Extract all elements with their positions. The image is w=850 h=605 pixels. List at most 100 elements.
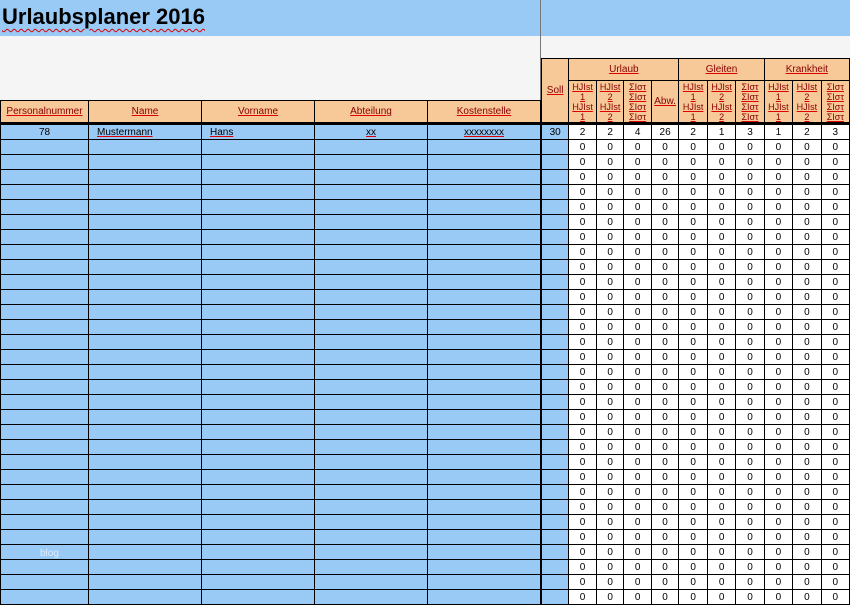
cell-value[interactable]: 0 [735,319,765,335]
cell-kostenstelle[interactable]: xxxxxxxx [427,122,541,140]
cell-value[interactable]: 0 [678,469,708,485]
cell-empty[interactable] [427,244,541,260]
cell-soll[interactable]: 30 [540,122,570,140]
cell-value[interactable]: 0 [792,139,822,155]
subheader-h2[interactable]: HJIst 2 HJIst 2 [706,80,737,124]
cell-empty[interactable] [0,499,89,515]
cell-value[interactable]: 0 [623,199,652,215]
cell-soll[interactable] [540,214,570,230]
cell-value[interactable]: 0 [623,484,652,500]
cell-value[interactable]: 0 [706,289,737,305]
cell-empty[interactable] [201,274,315,290]
cell-value[interactable]: 0 [706,424,737,440]
cell-empty[interactable] [314,169,428,185]
cell-value[interactable]: 0 [568,424,597,440]
cell-value[interactable]: 0 [706,574,737,590]
cell-empty[interactable] [201,214,315,230]
subheader-h1[interactable]: HJIst 1 HJIst 1 [763,80,794,124]
cell-value[interactable]: 0 [650,154,680,170]
cell-value[interactable]: 0 [568,169,597,185]
cell-value[interactable]: 0 [595,454,625,470]
group-krankheit[interactable]: Krankheit [763,58,850,81]
cell-value[interactable]: 0 [595,589,625,605]
cell-value[interactable]: 0 [650,499,680,515]
cell-value[interactable]: 2 [678,122,708,140]
cell-empty[interactable] [427,559,541,575]
cell-empty[interactable] [201,379,315,395]
cell-soll[interactable] [540,484,570,500]
cell-value[interactable]: 0 [735,499,765,515]
cell-empty[interactable] [201,454,315,470]
cell-value[interactable]: 0 [568,304,597,320]
subheader-h2[interactable]: HJIst 2 HJIst 2 [595,80,625,124]
cell-value[interactable]: 0 [735,154,765,170]
cell-empty[interactable] [314,364,428,380]
cell-empty[interactable] [314,244,428,260]
cell-value[interactable]: 0 [706,484,737,500]
cell-empty[interactable] [0,454,89,470]
cell-value[interactable]: 0 [568,334,597,350]
cell-value[interactable]: 0 [792,229,822,245]
cell-value[interactable]: 0 [595,334,625,350]
cell-value[interactable]: 0 [820,334,850,350]
cell-empty[interactable] [314,544,428,560]
cell-value[interactable]: 0 [792,319,822,335]
cell-value[interactable]: 0 [678,574,708,590]
cell-empty[interactable] [88,244,202,260]
cell-empty[interactable] [314,529,428,545]
cell-empty[interactable] [314,574,428,590]
cell-value[interactable]: 0 [568,454,597,470]
cell-value[interactable]: 0 [623,229,652,245]
cell-value[interactable]: 0 [706,454,737,470]
cell-value[interactable]: 0 [792,544,822,560]
cell-empty[interactable] [0,139,89,155]
cell-value[interactable]: 0 [820,349,850,365]
cell-value[interactable]: 0 [820,184,850,200]
cell-value[interactable]: 0 [568,364,597,380]
cell-empty[interactable] [0,379,89,395]
cell-empty[interactable] [427,274,541,290]
cell-empty[interactable] [314,139,428,155]
cell-value[interactable]: 0 [568,559,597,575]
cell-empty[interactable] [0,559,89,575]
cell-value[interactable]: 0 [678,514,708,530]
cell-empty[interactable] [201,334,315,350]
cell-empty[interactable] [427,439,541,455]
cell-empty[interactable] [427,424,541,440]
cell-value[interactable]: 0 [792,379,822,395]
cell-value[interactable]: 0 [650,169,680,185]
cell-value[interactable]: 0 [595,184,625,200]
cell-value[interactable]: 0 [706,154,737,170]
cell-value[interactable]: 0 [650,199,680,215]
cell-value[interactable]: 0 [792,154,822,170]
cell-value[interactable]: 0 [820,259,850,275]
cell-value[interactable]: 0 [763,274,794,290]
cell-soll[interactable] [540,184,570,200]
cell-value[interactable]: 0 [678,589,708,605]
cell-value[interactable]: 0 [595,529,625,545]
cell-value[interactable]: 0 [735,514,765,530]
cell-value[interactable]: 0 [792,184,822,200]
cell-value[interactable]: 0 [763,319,794,335]
cell-value[interactable]: 0 [623,439,652,455]
cell-empty[interactable] [427,544,541,560]
cell-value[interactable]: 0 [568,499,597,515]
cell-value[interactable]: 0 [820,154,850,170]
cell-value[interactable]: 0 [595,484,625,500]
cell-empty[interactable] [201,559,315,575]
cell-value[interactable]: 0 [650,574,680,590]
cell-value[interactable]: 0 [763,229,794,245]
cell-value[interactable]: 0 [706,214,737,230]
cell-value[interactable]: 0 [820,409,850,425]
cell-value[interactable]: 0 [735,379,765,395]
cell-empty[interactable] [0,349,89,365]
cell-value[interactable]: 0 [820,289,850,305]
cell-value[interactable]: 0 [650,544,680,560]
cell-value[interactable]: 0 [623,529,652,545]
cell-value[interactable]: 0 [568,319,597,335]
cell-empty[interactable] [314,394,428,410]
cell-value[interactable]: 0 [595,559,625,575]
cell-value[interactable]: 0 [706,259,737,275]
cell-value[interactable]: 0 [735,349,765,365]
cell-value[interactable]: 0 [595,214,625,230]
